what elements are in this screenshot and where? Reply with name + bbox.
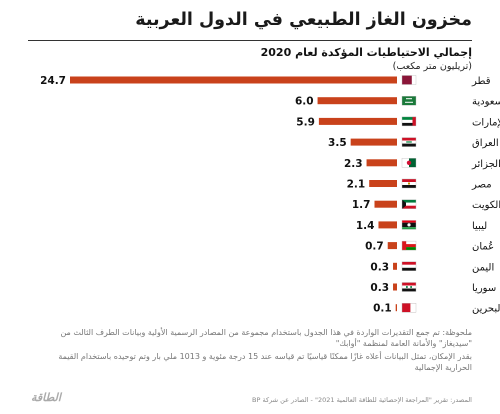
- value-label-3: 3.5: [328, 137, 347, 149]
- value-label-10: 0.3: [370, 282, 389, 294]
- bar-11: [395, 304, 397, 312]
- oman-flag-icon: [401, 240, 417, 251]
- value-label-0: 24.7: [40, 75, 66, 87]
- category-label-11: البحرين: [472, 304, 500, 315]
- iraq-flag-icon: [401, 137, 417, 147]
- kuwait-flag-icon: [401, 199, 417, 209]
- unit-label: (تريليون متر مكعب): [392, 61, 472, 72]
- category-label-5: مصر: [471, 180, 492, 191]
- category-label-0: قطر: [471, 76, 491, 87]
- title-divider: [28, 40, 472, 41]
- bar-3: [350, 138, 397, 146]
- qatar-flag-icon: [401, 75, 417, 85]
- category-label-2: الإمارات: [472, 117, 500, 128]
- chart-subtitle: إجمالي الاحتياطيات المؤكدة لعام 2020: [260, 46, 472, 59]
- category-label-1: السعودية: [472, 97, 500, 108]
- category-label-9: اليمن: [472, 262, 494, 273]
- value-label-4: 2.3: [344, 158, 363, 170]
- note-2: بقدر الإمكان، تمثل البيانات أعلاه غازًا …: [58, 352, 472, 372]
- algeria-flag-icon: [401, 158, 417, 168]
- bar-0: [70, 76, 397, 84]
- value-label-11: 0.1: [373, 303, 392, 315]
- value-label-6: 1.7: [352, 199, 371, 211]
- libya-flag-icon: [401, 220, 417, 230]
- bar-4: [366, 159, 397, 167]
- value-label-1: 6.0: [295, 96, 314, 108]
- bar-1: [317, 97, 397, 105]
- category-label-8: عُمان: [472, 241, 494, 253]
- category-label-10: سوريا: [472, 283, 496, 294]
- bar-9: [393, 262, 397, 270]
- bahrain-flag-icon: [401, 303, 417, 313]
- uae-flag-icon: [401, 116, 417, 127]
- publisher-logo: الطاقة: [31, 391, 61, 404]
- note-1: ملحوظة: تم جمع التقديرات الواردة في هذا …: [60, 328, 472, 348]
- bar-7: [378, 221, 397, 229]
- egypt-flag-icon: [401, 178, 417, 189]
- value-label-2: 5.9: [296, 116, 315, 128]
- value-label-5: 2.1: [347, 179, 366, 191]
- category-label-6: الكويت: [472, 200, 500, 211]
- value-label-8: 0.7: [365, 241, 384, 253]
- source-text: المصدر: تقرير "المراجعة الإحصائية للطاقة…: [252, 396, 472, 404]
- bar-2: [318, 117, 397, 125]
- value-label-7: 1.4: [356, 220, 375, 232]
- category-label-7: ليبيا: [472, 221, 487, 232]
- saudi-flag-icon: [401, 95, 417, 106]
- yemen-flag-icon: [401, 261, 417, 271]
- bar-8: [387, 242, 397, 250]
- bar-6: [374, 200, 397, 208]
- chart-title: مخزون الغاز الطبيعي في الدول العربية: [135, 10, 472, 30]
- value-label-9: 0.3: [370, 261, 389, 273]
- bar-5: [369, 180, 397, 187]
- category-label-4: الجزائر: [471, 159, 500, 170]
- syria-flag-icon: [401, 282, 417, 292]
- category-label-3: العراق: [472, 138, 499, 149]
- bar-10: [393, 283, 397, 291]
